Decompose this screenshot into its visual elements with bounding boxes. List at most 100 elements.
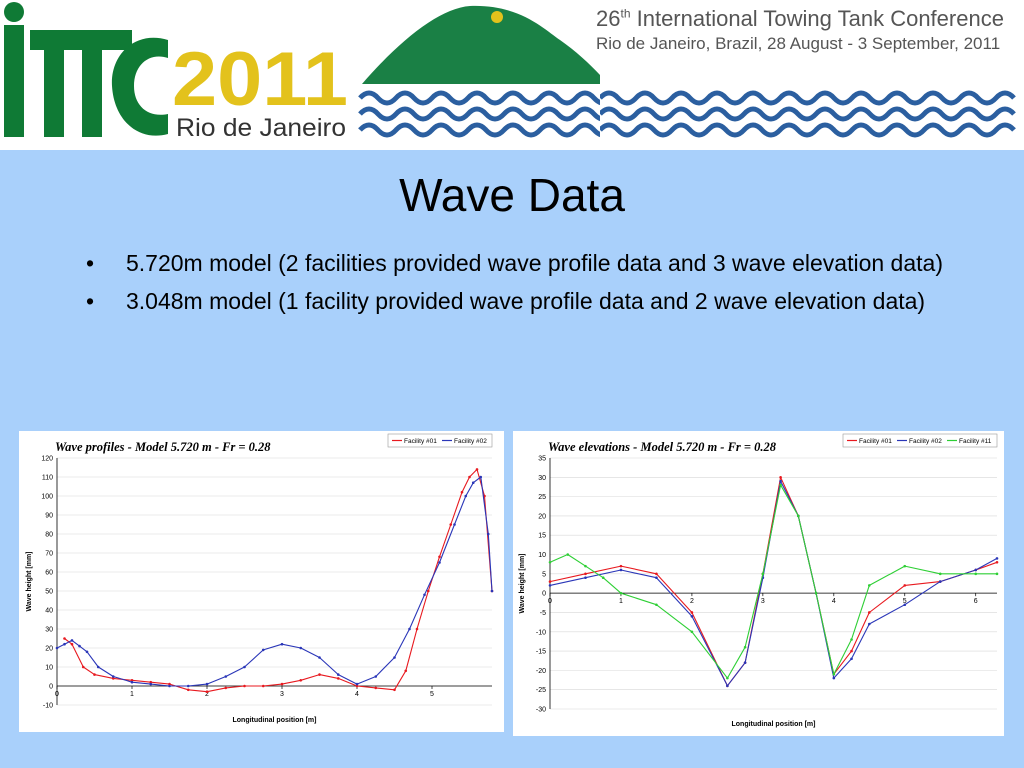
- data-point: [93, 673, 96, 676]
- x-tick-label: 2: [205, 691, 209, 698]
- y-tick-label: 110: [42, 475, 53, 482]
- data-point: [55, 646, 59, 650]
- data-point: [584, 576, 587, 580]
- data-point: [355, 684, 359, 688]
- data-point: [280, 642, 284, 646]
- data-point: [779, 479, 782, 483]
- y-tick-label: 20: [45, 646, 53, 653]
- bullet-marker: •: [86, 288, 95, 314]
- data-point: [903, 603, 907, 607]
- series-line: [549, 480, 998, 687]
- y-tick-label: 20: [538, 513, 546, 520]
- y-tick-label: 10: [538, 552, 546, 559]
- x-tick-label: 4: [832, 598, 836, 605]
- data-point: [995, 560, 999, 564]
- data-point: [63, 637, 66, 640]
- y-axis-label: Wave height [mm]: [26, 551, 33, 611]
- legend-label: Facility #02: [454, 438, 487, 445]
- y-tick-label: 30: [538, 475, 546, 482]
- bullet-list: • 5.720m model (2 facilities provided wav…: [86, 246, 966, 322]
- data-point: [393, 656, 396, 659]
- y-tick-label: -10: [536, 629, 546, 636]
- data-point: [995, 572, 999, 576]
- legend-label: Facility #01: [859, 438, 892, 445]
- x-tick-label: 6: [974, 598, 978, 605]
- data-point: [974, 568, 978, 572]
- data-point: [548, 580, 552, 583]
- data-point: [186, 688, 190, 692]
- data-point: [96, 665, 100, 669]
- data-point: [690, 615, 694, 618]
- x-tick-label: 0: [548, 598, 552, 605]
- y-tick-label: 50: [45, 589, 53, 596]
- svg-text:2011: 2011: [172, 37, 348, 122]
- data-point: [438, 561, 441, 564]
- data-point: [374, 675, 378, 678]
- data-point: [479, 475, 483, 479]
- data-point: [299, 679, 303, 682]
- x-tick-label: 3: [280, 691, 284, 698]
- y-tick-label: 90: [45, 513, 53, 520]
- data-point: [850, 649, 853, 653]
- data-point: [995, 557, 999, 560]
- data-point: [404, 669, 408, 673]
- data-point: [438, 555, 441, 559]
- chart-title: Wave elevations - Model 5.720 m - Fr = 0…: [548, 440, 777, 454]
- y-tick-label: 35: [538, 456, 546, 463]
- y-axis-label: Wave height [mm]: [519, 553, 526, 613]
- y-tick-label: 5: [542, 571, 546, 578]
- ittc-2011-logo: 2011 Rio de Janeiro: [4, 2, 600, 142]
- data-point: [464, 494, 468, 498]
- data-point: [690, 630, 694, 634]
- y-tick-label: -5: [540, 610, 546, 617]
- data-point: [938, 572, 942, 576]
- legend-box: [842, 433, 998, 448]
- data-point: [867, 584, 871, 587]
- data-point: [938, 580, 942, 583]
- data-point: [867, 611, 871, 614]
- data-point: [475, 468, 479, 471]
- data-point: [149, 680, 153, 684]
- data-point: [974, 572, 978, 576]
- y-tick-label: -15: [536, 649, 546, 656]
- y-tick-label: 70: [45, 551, 53, 558]
- data-point: [655, 603, 658, 607]
- x-tick-label: 5: [430, 691, 434, 698]
- data-point: [393, 688, 396, 692]
- y-tick-label: -10: [43, 703, 53, 710]
- data-point: [486, 532, 490, 536]
- wave-profiles-chart-svg: Wave profiles - Model 5.720 m - Fr = 0.2…: [26, 433, 494, 724]
- x-axis-label: Longitudinal position [m]: [233, 717, 317, 724]
- data-point: [224, 686, 228, 690]
- data-point: [867, 622, 871, 626]
- y-tick-label: 15: [538, 533, 546, 540]
- x-tick-label: 3: [761, 598, 765, 605]
- data-point: [374, 686, 378, 690]
- series-line: [549, 484, 997, 679]
- bullet-item: • 3.048m model (1 facility provided wave …: [86, 284, 966, 318]
- y-tick-label: 120: [41, 456, 53, 463]
- data-point: [224, 675, 228, 678]
- conference-banner: 2011 Rio de Janeiro 26th International T…: [0, 0, 1024, 150]
- y-tick-label: 40: [45, 608, 53, 615]
- data-point: [779, 483, 782, 487]
- conference-details: Rio de Janeiro, Brazil, 28 August - 3 Se…: [596, 34, 1001, 53]
- data-point: [655, 572, 658, 576]
- data-point: [584, 564, 587, 568]
- data-point: [726, 684, 729, 688]
- series-line: [56, 476, 493, 687]
- legend-label: Facility #02: [909, 438, 942, 445]
- data-point: [318, 673, 321, 676]
- series-line: [549, 476, 998, 687]
- data-point: [318, 656, 321, 659]
- bullet-item: • 5.720m model (2 facilities provided wav…: [86, 246, 966, 280]
- data-point: [566, 553, 570, 556]
- data-point: [261, 648, 265, 652]
- data-point: [63, 642, 66, 646]
- bullet-marker: •: [86, 250, 95, 276]
- data-point: [814, 591, 818, 595]
- data-point: [130, 679, 134, 682]
- data-point: [205, 682, 209, 686]
- slide-title: Wave Data: [399, 169, 625, 221]
- y-tick-label: -25: [536, 687, 546, 694]
